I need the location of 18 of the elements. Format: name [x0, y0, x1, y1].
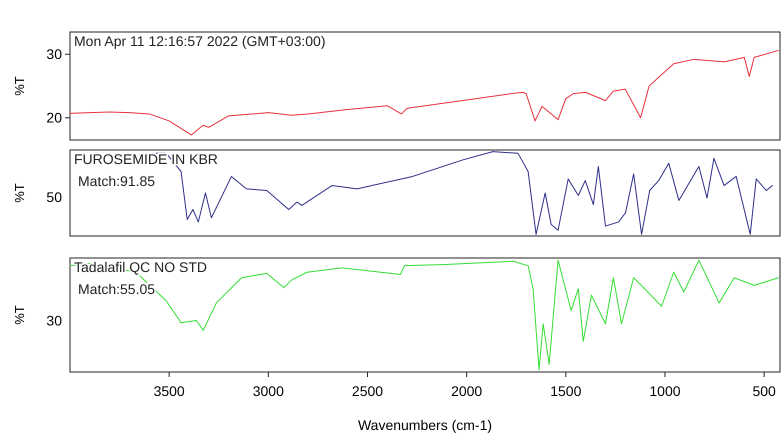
annotation: Match:91.85 — [78, 173, 156, 189]
x-tick-label: 500 — [752, 383, 776, 399]
annotation: Match:55.05 — [78, 281, 156, 297]
text: 50 — [46, 189, 62, 206]
x-tick-label: 3000 — [252, 383, 284, 399]
y-tick-label: 20 — [46, 110, 62, 126]
x-axis-title: Wavenumbers (cm-1) — [358, 417, 492, 433]
x-tick-label: 1500 — [550, 383, 582, 399]
annotation: FUROSEMIDE IN KBR — [74, 151, 218, 167]
x-tick-label: 2000 — [451, 383, 482, 399]
y-axis-title: %T — [12, 183, 27, 203]
x-tick-label: 3500 — [154, 383, 185, 399]
x-tick-label: 1000 — [649, 383, 681, 399]
annotation: Mon Apr 11 12:16:57 2022 (GMT+03:00) — [74, 33, 326, 49]
line-series — [70, 50, 779, 136]
y-axis-title: %T — [12, 76, 27, 96]
y-axis-title: %T — [12, 305, 27, 325]
x-tick-label: 2500 — [352, 383, 384, 399]
